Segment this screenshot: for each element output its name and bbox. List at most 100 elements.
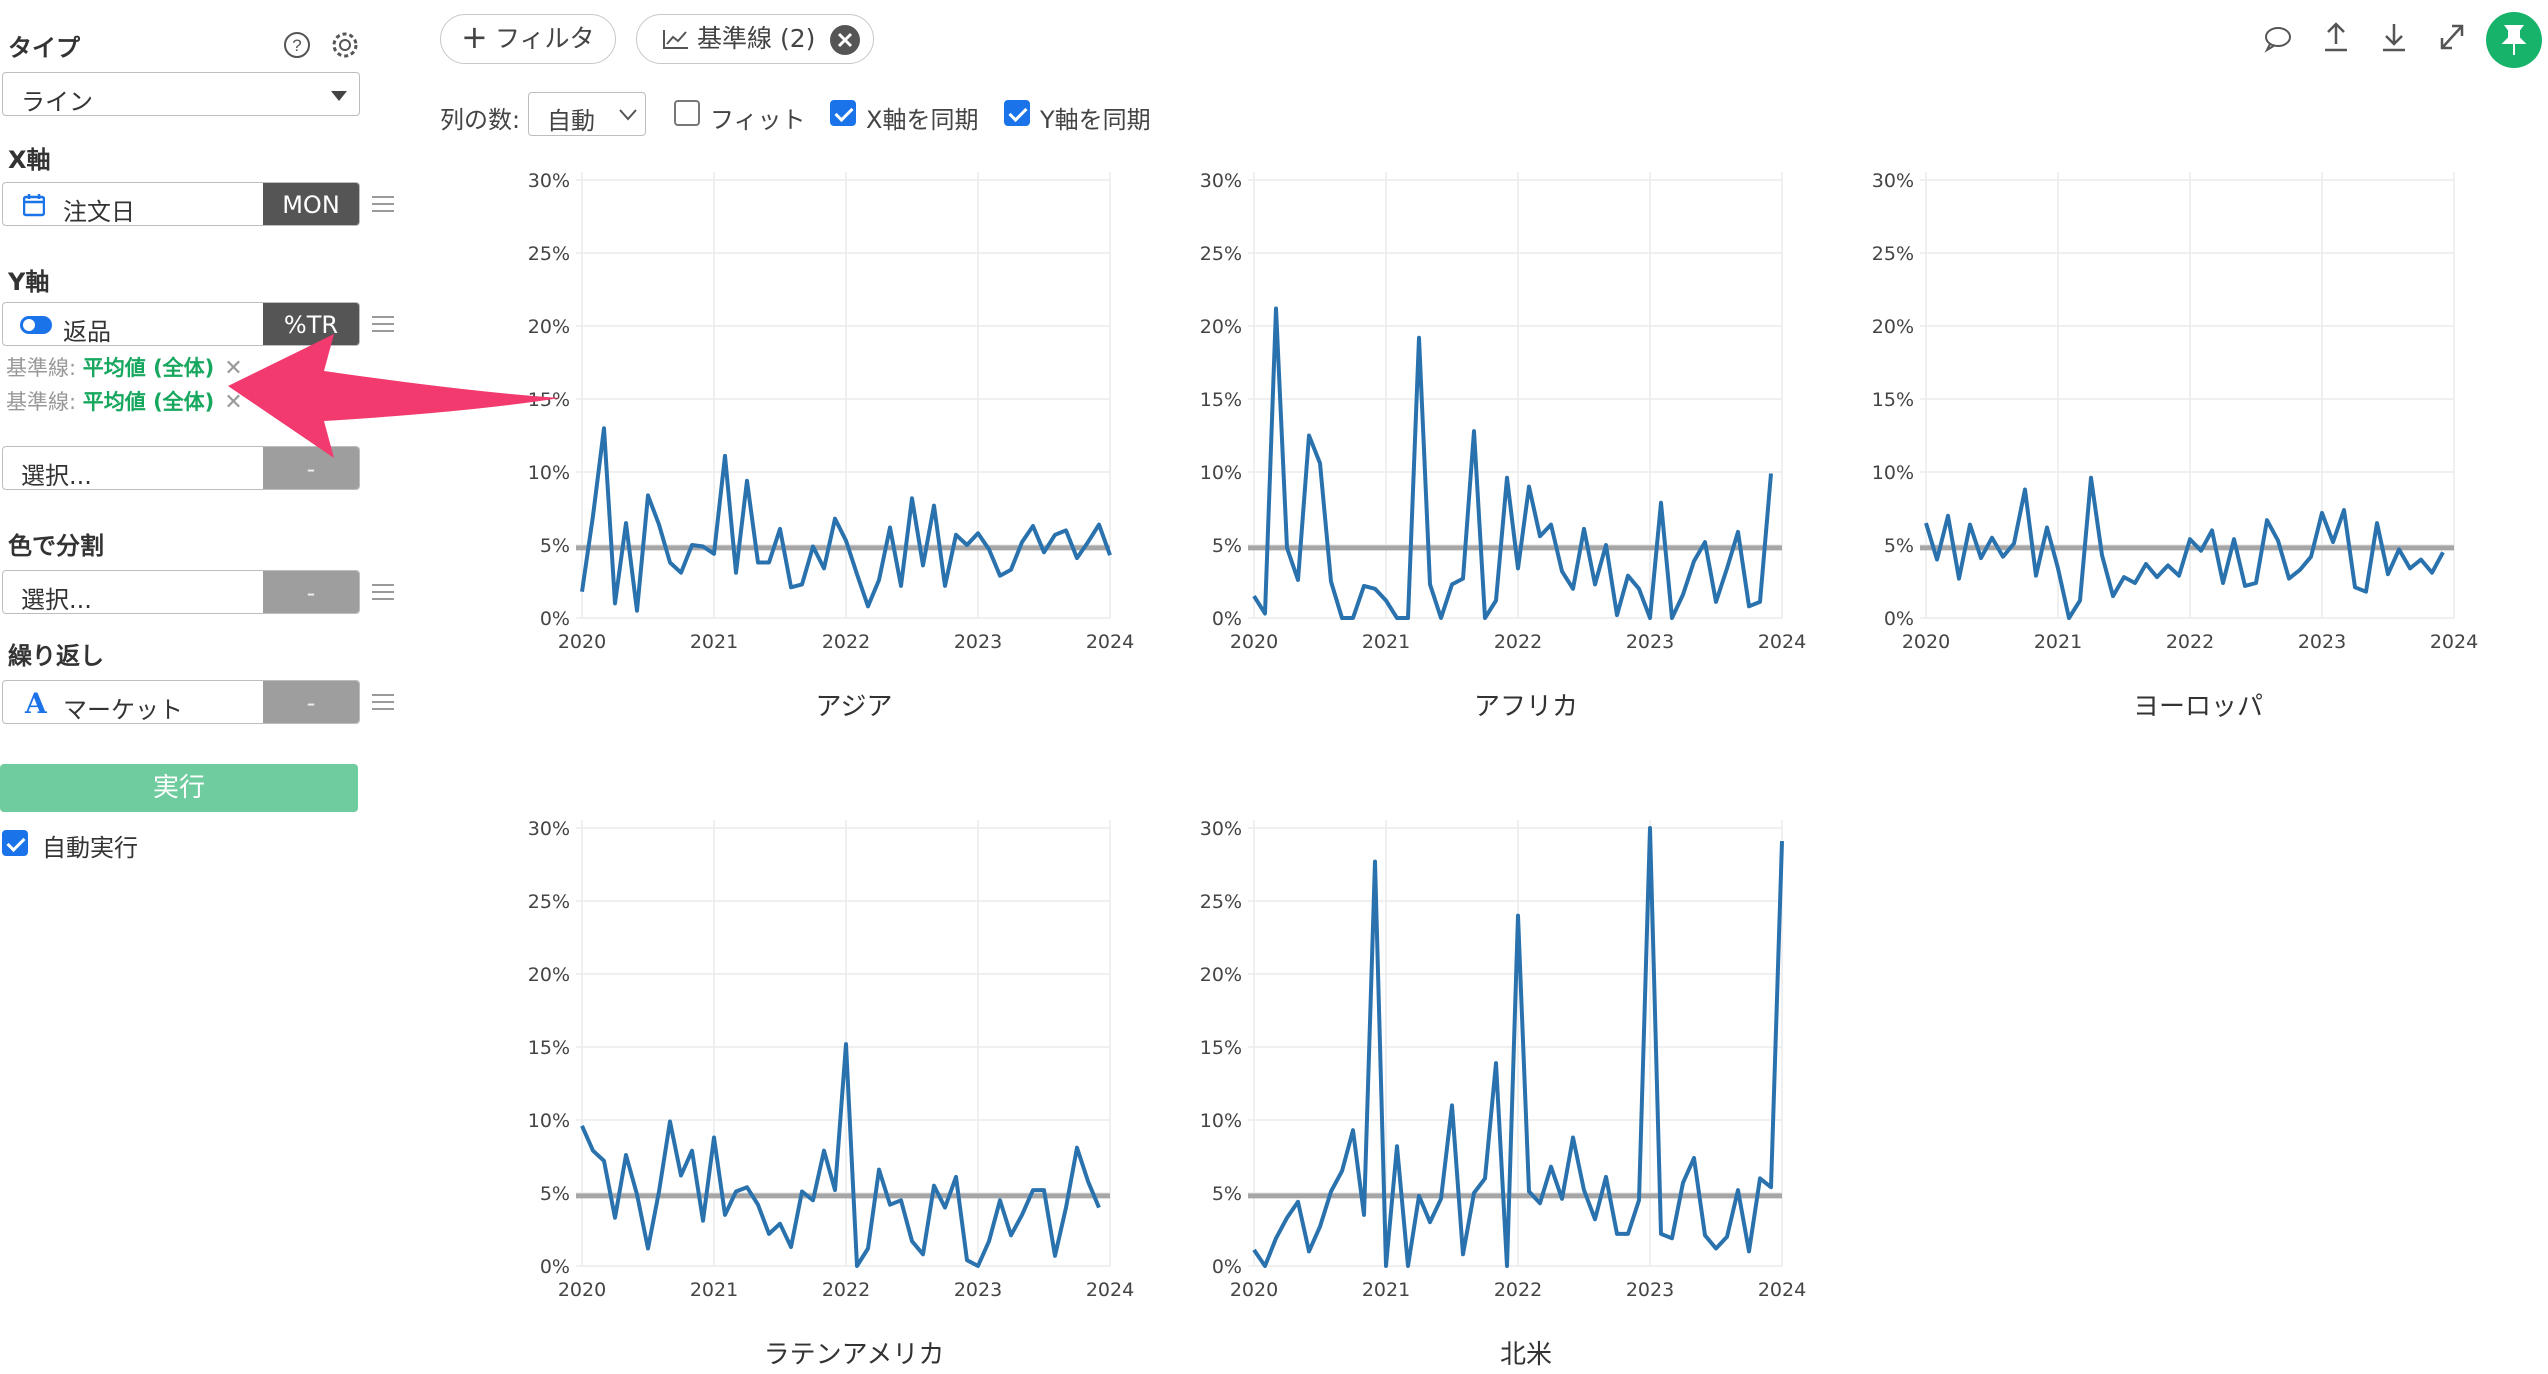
repeat-button[interactable]: -	[263, 681, 359, 723]
line-chart-panel: 0% 5% 10% 15% 20% 25% 30% 2020 2021 2022 2023 2024	[1200, 170, 1806, 653]
ref-line-value: 平均値 (全体)	[82, 356, 215, 380]
y-tick-label: 20%	[528, 316, 570, 338]
y-tick-label: 5%	[1212, 1183, 1242, 1205]
repeat-menu-icon[interactable]	[372, 694, 394, 710]
refline-chip[interactable]: 基準線 (2)	[636, 14, 874, 64]
y-tick-label: 15%	[528, 1037, 570, 1059]
y-tick-label: 10%	[1872, 462, 1914, 484]
filter-button[interactable]: + フィルタ	[440, 14, 616, 64]
y-axis-section-label: Y軸	[8, 268, 50, 296]
ref-line-item[interactable]: 基準線: 平均値 (全体) ✕	[6, 352, 243, 382]
y-tick-label: 15%	[1872, 389, 1914, 411]
x-tick-label: 2020	[558, 631, 606, 653]
y-tick-label: 30%	[1200, 170, 1242, 192]
columns-select[interactable]: 自動	[528, 92, 646, 136]
y-axis-menu-icon[interactable]	[372, 316, 394, 332]
repeat-field[interactable]: A マーケット -	[2, 680, 360, 724]
extra-select-field[interactable]: 選択... -	[2, 446, 360, 490]
x-tick-label: 2020	[1902, 631, 1950, 653]
x-axis-menu-icon[interactable]	[372, 196, 394, 212]
run-button[interactable]: 実行	[0, 764, 358, 812]
x-tick-label: 2024	[1086, 1279, 1134, 1301]
pin-icon[interactable]	[2484, 10, 2544, 70]
y-tick-label: 25%	[1200, 891, 1242, 913]
sidebar: タイプ ? ライン X軸 注文日 MON Y軸 返品 %TR	[0, 0, 394, 1374]
x-axis-field[interactable]: 注文日 MON	[2, 182, 360, 226]
extra-select-placeholder: 選択...	[21, 462, 92, 490]
x-tick-label: 2024	[2430, 631, 2478, 653]
x-tick-label: 2021	[1362, 631, 1410, 653]
y-tick-label: 0%	[1212, 608, 1242, 630]
auto-run-label: 自動実行	[42, 834, 138, 862]
y-tick-label: 0%	[1212, 1256, 1242, 1278]
chart-type-select[interactable]: ライン	[2, 72, 360, 116]
x-tick-label: 2020	[1230, 1279, 1278, 1301]
x-tick-label: 2022	[1494, 1279, 1542, 1301]
x-tick-label: 2022	[2166, 631, 2214, 653]
y-axis-field[interactable]: 返品 %TR	[2, 302, 360, 346]
fit-checkbox[interactable]	[674, 100, 700, 126]
x-tick-label: 2023	[2298, 631, 2346, 653]
auto-run-checkbox[interactable]	[2, 830, 28, 856]
sync-x-checkbox[interactable]	[830, 100, 856, 126]
y-tick-label: 20%	[528, 964, 570, 986]
chart-type-value: ライン	[21, 88, 93, 116]
x-tick-label: 2021	[690, 1279, 738, 1301]
remove-ref-line-icon[interactable]: ✕	[224, 390, 243, 415]
ref-line-value: 平均値 (全体)	[82, 390, 215, 414]
y-tick-label: 0%	[540, 608, 570, 630]
columns-value: 自動	[547, 107, 595, 135]
y-tick-label: 10%	[528, 1110, 570, 1132]
upload-icon[interactable]	[2320, 20, 2352, 54]
y-tick-label: 15%	[1200, 1037, 1242, 1059]
x-tick-label: 2023	[1626, 631, 1674, 653]
y-tick-label: 25%	[528, 243, 570, 265]
x-tick-label: 2020	[558, 1279, 606, 1301]
color-split-field[interactable]: 選択... -	[2, 570, 360, 614]
ref-line-item[interactable]: 基準線: 平均値 (全体) ✕	[6, 386, 243, 416]
close-icon[interactable]	[829, 24, 861, 56]
filter-label: フィルタ	[495, 24, 595, 53]
panel-title-asia: アジア	[815, 692, 893, 722]
series-line	[1924, 475, 2445, 620]
ref-line-prefix: 基準線:	[6, 356, 77, 380]
y-tick-label: 10%	[1200, 462, 1242, 484]
comment-icon[interactable]	[2262, 22, 2294, 54]
x-tick-label: 2022	[1494, 631, 1542, 653]
refline-chip-label: 基準線 (2)	[697, 24, 816, 53]
color-split-button[interactable]: -	[263, 571, 359, 613]
download-icon[interactable]	[2378, 20, 2410, 54]
y-tick-label: 20%	[1200, 964, 1242, 986]
series-line	[580, 1042, 1101, 1268]
y-tick-label: 30%	[1200, 818, 1242, 840]
extra-select-button[interactable]: -	[263, 447, 359, 489]
y-tick-label: 15%	[1200, 389, 1242, 411]
panel-title-africa: アフリカ	[1473, 692, 1578, 722]
y-tick-label: 15%	[528, 389, 570, 411]
x-tick-label: 2023	[954, 1279, 1002, 1301]
calendar-icon	[23, 194, 45, 217]
series-line	[580, 426, 1112, 613]
sync-x-label: X軸を同期	[866, 106, 979, 134]
x-tick-label: 2022	[822, 631, 870, 653]
x-tick-label: 2022	[822, 1279, 870, 1301]
plus-icon: +	[461, 18, 488, 56]
chevron-down-icon	[331, 91, 347, 101]
expand-icon[interactable]	[2436, 20, 2468, 54]
toggle-icon	[20, 316, 52, 334]
y-tick-label: 10%	[1200, 1110, 1242, 1132]
y-axis-aggregation-button[interactable]: %TR	[263, 303, 359, 345]
remove-ref-line-icon[interactable]: ✕	[224, 356, 243, 381]
x-axis-aggregation-button[interactable]: MON	[263, 183, 359, 225]
gear-icon[interactable]	[330, 30, 360, 60]
y-tick-label: 5%	[540, 1183, 570, 1205]
help-icon[interactable]: ?	[282, 30, 312, 60]
x-tick-label: 2023	[954, 631, 1002, 653]
color-menu-icon[interactable]	[372, 584, 394, 600]
sync-y-checkbox[interactable]	[1004, 100, 1030, 126]
y-tick-label: 20%	[1872, 316, 1914, 338]
x-tick-label: 2024	[1086, 631, 1134, 653]
y-tick-label: 5%	[1212, 535, 1242, 557]
x-axis-section-label: X軸	[8, 146, 51, 174]
